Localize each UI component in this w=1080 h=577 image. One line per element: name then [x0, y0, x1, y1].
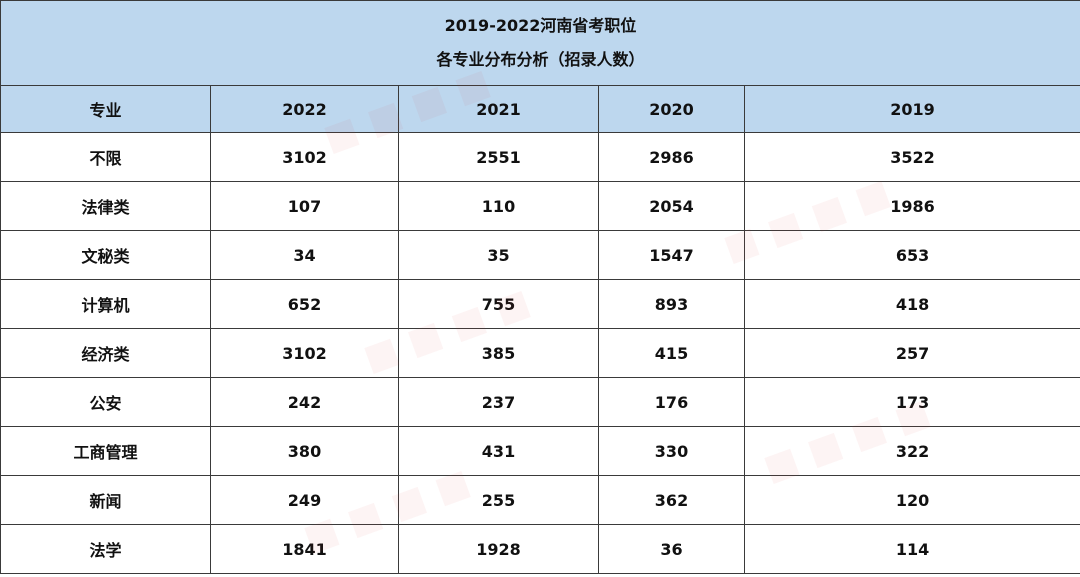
value-cell-2019: 418	[743, 279, 1080, 329]
major-cell: 文秘类	[0, 230, 211, 280]
value-cell-2022: 242	[210, 377, 399, 427]
table-row: 计算机 652 755 893 418	[0, 279, 1080, 329]
value-cell-2020: 176	[598, 377, 745, 427]
table-row: 法学 1841 1928 36 114	[0, 524, 1080, 574]
value-cell-2021: 35	[398, 230, 599, 280]
title-line-1: 2019-2022河南省考职位	[444, 16, 637, 35]
value-cell-2022: 652	[210, 279, 399, 329]
value-cell-2020: 1547	[598, 230, 745, 280]
value-cell-2022: 3102	[210, 132, 399, 182]
major-cell: 经济类	[0, 328, 211, 378]
value-cell-2020: 2986	[598, 132, 745, 182]
value-cell-2022: 249	[210, 475, 399, 525]
table-row: 公安 242 237 176 173	[0, 377, 1080, 427]
major-cell: 计算机	[0, 279, 211, 329]
value-cell-2019: 1986	[743, 181, 1080, 231]
value-cell-2021: 255	[398, 475, 599, 525]
table-row: 不限 3102 2551 2986 3522	[0, 132, 1080, 182]
header-2019: 2019	[743, 85, 1080, 133]
value-cell-2021: 2551	[398, 132, 599, 182]
major-cell: 工商管理	[0, 426, 211, 476]
table-row: 新闻 249 255 362 120	[0, 475, 1080, 525]
table-title: 2019-2022河南省考职位 各专业分布分析（招录人数）	[0, 0, 1080, 86]
value-cell-2021: 237	[398, 377, 599, 427]
value-cell-2020: 330	[598, 426, 745, 476]
major-cell: 不限	[0, 132, 211, 182]
header-row: 专业 2022 2021 2020 2019	[0, 85, 1080, 133]
value-cell-2022: 107	[210, 181, 399, 231]
value-cell-2019: 257	[743, 328, 1080, 378]
value-cell-2022: 3102	[210, 328, 399, 378]
header-2022: 2022	[210, 85, 399, 133]
value-cell-2020: 2054	[598, 181, 745, 231]
value-cell-2019: 120	[743, 475, 1080, 525]
value-cell-2021: 385	[398, 328, 599, 378]
title-row: 2019-2022河南省考职位 各专业分布分析（招录人数）	[0, 0, 1080, 86]
value-cell-2020: 362	[598, 475, 745, 525]
value-cell-2021: 755	[398, 279, 599, 329]
major-cell: 法律类	[0, 181, 211, 231]
value-cell-2020: 415	[598, 328, 745, 378]
value-cell-2022: 34	[210, 230, 399, 280]
title-line-2: 各专业分布分析（招录人数）	[436, 50, 645, 69]
value-cell-2019: 653	[743, 230, 1080, 280]
value-cell-2019: 114	[743, 524, 1080, 574]
value-cell-2021: 110	[398, 181, 599, 231]
value-cell-2019: 322	[743, 426, 1080, 476]
table-row: 经济类 3102 385 415 257	[0, 328, 1080, 378]
header-2021: 2021	[398, 85, 599, 133]
value-cell-2020: 893	[598, 279, 745, 329]
table-row: 法律类 107 110 2054 1986	[0, 181, 1080, 231]
value-cell-2022: 1841	[210, 524, 399, 574]
value-cell-2022: 380	[210, 426, 399, 476]
value-cell-2020: 36	[598, 524, 745, 574]
table-row: 工商管理 380 431 330 322	[0, 426, 1080, 476]
value-cell-2019: 3522	[743, 132, 1080, 182]
header-2020: 2020	[598, 85, 745, 133]
value-cell-2021: 431	[398, 426, 599, 476]
header-major: 专业	[0, 85, 211, 133]
major-cell: 新闻	[0, 475, 211, 525]
major-cell: 法学	[0, 524, 211, 574]
value-cell-2021: 1928	[398, 524, 599, 574]
major-cell: 公安	[0, 377, 211, 427]
table-row: 文秘类 34 35 1547 653	[0, 230, 1080, 280]
value-cell-2019: 173	[743, 377, 1080, 427]
